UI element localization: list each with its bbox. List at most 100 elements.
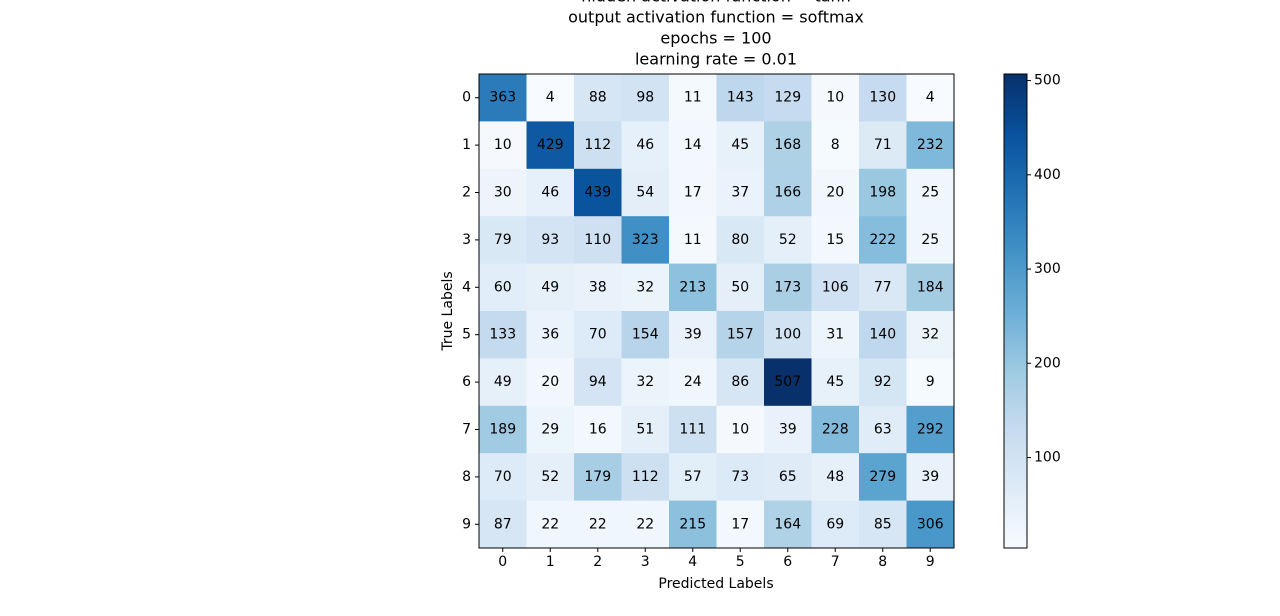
heatmap-cell — [906, 74, 955, 122]
cell-label: 69 — [826, 516, 844, 532]
y-tick-label: 3 — [462, 232, 471, 248]
cell-label: 9 — [926, 374, 935, 390]
heatmap-cell — [811, 121, 860, 170]
y-tick-label: 0 — [462, 90, 471, 106]
y-tick-label: 4 — [462, 279, 471, 295]
cell-label: 93 — [541, 232, 559, 248]
cell-label: 507 — [774, 374, 801, 390]
heatmap-cell — [669, 216, 717, 265]
cell-label: 77 — [874, 279, 892, 295]
heatmap-cell — [479, 216, 527, 265]
heatmap-cell — [716, 263, 765, 312]
cell-label: 50 — [731, 279, 749, 295]
cell-label: 17 — [684, 185, 702, 201]
heatmap-cell — [906, 358, 955, 407]
heatmap-cell — [574, 311, 622, 359]
cell-label: 22 — [636, 516, 654, 532]
heatmap-cell — [859, 453, 907, 502]
cell-label: 88 — [589, 90, 607, 106]
cell-label: 11 — [684, 232, 702, 248]
heatmap-cell — [764, 168, 812, 217]
heatmap-cell — [859, 216, 907, 265]
cell-label: 189 — [489, 422, 516, 438]
heatmap-cell — [574, 168, 622, 217]
cell-label: 232 — [917, 137, 944, 153]
cell-label: 184 — [917, 279, 944, 295]
heatmap-cell — [906, 453, 955, 502]
heatmap-cell — [811, 405, 860, 454]
cell-label: 52 — [779, 232, 797, 248]
cell-label: 4 — [926, 90, 935, 106]
heatmap-cell — [479, 74, 527, 122]
heatmap-cell — [621, 74, 670, 122]
cell-label: 46 — [636, 137, 654, 153]
heatmap-cell — [669, 500, 717, 549]
cell-label: 140 — [869, 327, 896, 343]
x-tick-label: 0 — [498, 554, 507, 570]
cell-label: 48 — [826, 469, 844, 485]
heatmap-cell — [716, 121, 765, 170]
y-tick-label: 9 — [462, 516, 471, 532]
cell-label: 24 — [684, 374, 702, 390]
heatmap-cell — [764, 453, 812, 502]
heatmap-cell — [811, 358, 860, 407]
cell-label: 52 — [541, 469, 559, 485]
cell-label: 15 — [826, 232, 844, 248]
heatmap-cell — [811, 216, 860, 265]
cell-label: 10 — [826, 90, 844, 106]
cell-label: 32 — [921, 327, 939, 343]
cell-label: 10 — [731, 422, 749, 438]
cell-label: 60 — [494, 279, 512, 295]
cell-label: 100 — [774, 327, 801, 343]
cell-label: 228 — [822, 422, 849, 438]
heatmap-cell — [526, 311, 575, 359]
heatmap-cell — [526, 453, 575, 502]
heatmap-cell — [669, 358, 717, 407]
x-tick-label: 8 — [878, 554, 887, 570]
heatmap-cell — [906, 405, 955, 454]
heatmap-cell — [479, 311, 527, 359]
cell-label: 92 — [874, 374, 892, 390]
colorbar-tick-label: 500 — [1034, 73, 1061, 89]
cell-label: 94 — [589, 374, 607, 390]
cell-label: 133 — [489, 327, 516, 343]
chart-title: hidden activation function = tanh — [581, 0, 851, 6]
cell-label: 157 — [727, 327, 754, 343]
cell-label: 71 — [874, 137, 892, 153]
heatmap-cell — [716, 74, 765, 122]
heatmap-cell — [669, 311, 717, 359]
heatmap-cell — [716, 358, 765, 407]
heatmap-cell — [669, 263, 717, 312]
cell-label: 279 — [869, 469, 896, 485]
cell-label: 323 — [632, 232, 659, 248]
heatmap-cell — [764, 358, 812, 407]
cell-label: 112 — [632, 469, 659, 485]
heatmap-cell — [716, 500, 765, 549]
heatmap-cell — [811, 311, 860, 359]
cell-label: 73 — [731, 469, 749, 485]
x-axis-label: Predicted Labels — [658, 576, 773, 592]
cell-label: 45 — [731, 137, 749, 153]
cell-label: 87 — [494, 516, 512, 532]
heatmap-cell — [859, 405, 907, 454]
heatmap-cell — [574, 500, 622, 549]
cell-label: 213 — [679, 279, 706, 295]
y-tick-label: 1 — [462, 137, 471, 153]
cell-label: 39 — [779, 422, 797, 438]
heatmap-cell — [621, 311, 670, 359]
colorbar-tick-label: 200 — [1034, 355, 1061, 371]
cell-label: 22 — [541, 516, 559, 532]
cell-label: 164 — [774, 516, 801, 532]
cell-label: 36 — [541, 327, 559, 343]
cell-label: 37 — [731, 185, 749, 201]
heatmap-cell — [811, 74, 860, 122]
cell-label: 363 — [489, 90, 516, 106]
heatmap-cell — [764, 500, 812, 549]
heatmap-cell — [716, 405, 765, 454]
heatmap-cell — [621, 121, 670, 170]
heatmap-cell — [621, 263, 670, 312]
heatmap-cell — [669, 168, 717, 217]
y-tick-label: 8 — [462, 469, 471, 485]
chart-title: learning rate = 0.01 — [635, 50, 797, 69]
